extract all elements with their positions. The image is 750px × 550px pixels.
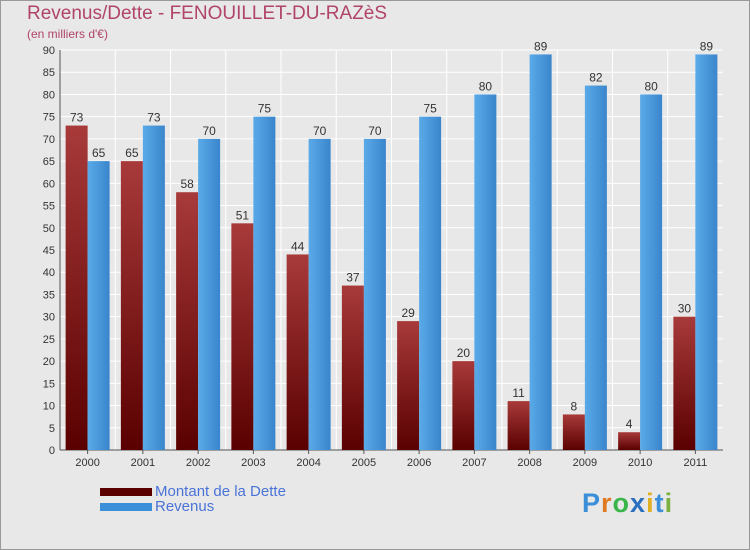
data-label-debt-2011: 30 [678,302,692,316]
data-label-revenue-2006: 75 [423,102,437,116]
bar-revenue-2011 [695,54,718,450]
y-tick-label: 50 [43,223,55,235]
logo-letter: r [601,488,613,518]
data-label-revenue-2002: 70 [202,124,216,138]
bar-debt-2010 [618,432,641,450]
bar-revenue-2010 [640,94,663,450]
x-tick-label-2009: 2009 [573,457,597,469]
data-label-debt-2004: 44 [291,239,305,253]
data-label-debt-2010: 4 [626,417,633,431]
bar-revenue-2005 [363,138,386,450]
data-label-revenue-2004: 70 [313,124,327,138]
x-tick-label-2011: 2011 [684,457,708,469]
proxiti-logo: Proxiti [582,488,673,519]
y-tick-label: 45 [43,245,55,257]
x-tick-label-2005: 2005 [352,457,376,469]
x-tick-label-2002: 2002 [186,457,210,469]
data-label-debt-2009: 8 [571,399,578,413]
bar-revenue-2006 [419,116,442,451]
bar-debt-2008 [507,401,530,450]
y-tick-label: 0 [49,445,55,457]
data-label-revenue-2001: 73 [147,111,161,125]
chart-subtitle: (en milliers d'€) [27,27,108,41]
y-tick-label: 40 [43,267,55,279]
y-tick-label: 70 [43,134,55,146]
logo-letter: i [664,488,674,518]
bars [65,54,718,451]
bar-debt-2006 [397,321,420,450]
bar-revenue-2008 [529,54,552,450]
x-tick-label-2006: 2006 [407,457,431,469]
bar-debt-2001 [120,161,143,450]
bar-revenue-2007 [474,94,497,450]
data-label-debt-2007: 20 [457,346,471,360]
y-tick-label: 75 [43,112,55,124]
data-label-debt-2001: 65 [125,146,139,160]
x-tick-label-2010: 2010 [628,457,652,469]
logo-letter: t [654,488,665,518]
bar-debt-2005 [341,285,364,450]
logo-letter: o [612,488,631,518]
data-label-debt-2002: 58 [180,177,194,191]
bar-debt-2011 [673,316,696,450]
x-tick-label-2008: 2008 [517,457,541,469]
x-tick-label-2004: 2004 [296,457,320,469]
y-tick-label: 80 [43,89,55,101]
data-label-revenue-2010: 80 [644,79,658,93]
data-label-revenue-2009: 82 [589,71,603,85]
grid [60,49,723,451]
x-tick-label-2003: 2003 [241,457,265,469]
data-label-debt-2006: 29 [401,306,415,320]
chart-title: Revenus/Dette - FENOUILLET-DU-RAZèS [27,3,388,24]
y-tick-label: 65 [43,156,55,168]
bar-revenue-2004 [308,138,331,450]
y-tick-label: 55 [43,201,55,213]
y-tick-label: 35 [43,289,55,301]
data-labels: 73 65 65 73 58 70 51 75 44 70 37 70 29 75 20 80 11 89 8 82 4… [70,39,713,431]
data-label-revenue-2007: 80 [479,79,493,93]
bar-revenue-2009 [584,85,607,451]
bar-revenue-2000 [87,161,110,450]
bar-debt-2007 [452,361,475,450]
data-label-revenue-2000: 65 [92,146,106,160]
y-tick-label: 60 [43,178,55,190]
y-tick-label: 25 [43,334,55,346]
bar-debt-2003 [231,223,254,450]
data-label-debt-2005: 37 [346,271,360,285]
y-tick-label: 85 [43,67,55,79]
data-label-debt-2000: 73 [70,111,84,125]
data-label-revenue-2011: 89 [700,39,714,53]
legend-label-debt: Montant de la Dette [155,483,286,500]
x-tick-label-2001: 2001 [131,457,155,469]
logo-letter: P [582,488,602,518]
data-label-debt-2003: 51 [236,208,250,222]
bar-revenue-2002 [198,138,221,450]
data-label-debt-2008: 11 [512,386,525,400]
y-tick-label: 10 [43,401,55,413]
axes: 0 5 10 15 20 25 30 35 40 45 50 55 60 65 70 75 80 85 90 2000… [43,45,723,469]
y-tick-label: 90 [43,45,55,57]
logo-letter: x [630,488,647,518]
data-label-revenue-2003: 75 [258,102,272,116]
legend-swatch-revenue [100,503,152,511]
data-label-revenue-2005: 70 [368,124,382,138]
bar-debt-2000 [65,125,88,451]
y-tick-label: 20 [43,356,55,368]
bar-revenue-2001 [142,125,165,451]
bar-revenue-2003 [253,116,276,451]
bar-debt-2004 [286,254,309,450]
legend-label-revenue: Revenus [155,498,215,515]
x-tick-label-2000: 2000 [75,457,99,469]
data-label-revenue-2008: 89 [534,39,548,53]
bar-debt-2009 [562,414,585,450]
legend-swatch-debt [100,488,152,496]
bar-debt-2002 [176,192,199,450]
y-tick-label: 30 [43,312,55,324]
x-tick-label-2007: 2007 [462,457,486,469]
logo-letter: i [646,488,655,518]
y-tick-label: 5 [49,423,55,435]
y-tick-label: 15 [43,378,55,390]
